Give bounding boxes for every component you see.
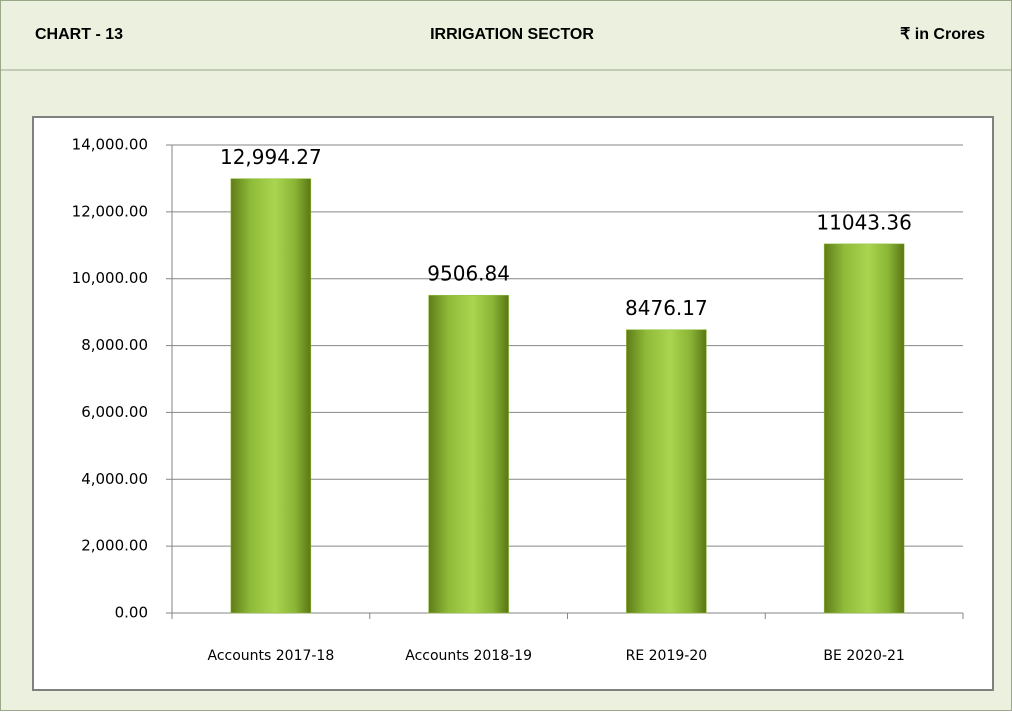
bar [230, 178, 312, 614]
x-tick-label: Accounts 2018-19 [405, 648, 532, 664]
x-tick-label: BE 2020-21 [823, 648, 904, 664]
bar [626, 329, 707, 614]
y-tick-label: 12,000.00 [72, 202, 148, 220]
chart-number: CHART - 13 [35, 26, 123, 43]
y-tick-label: 6,000.00 [81, 403, 148, 421]
value-label: 9506.84 [427, 262, 510, 286]
unit-label: ₹ in Crores [900, 26, 985, 43]
bar [428, 294, 509, 614]
chart-title: IRRIGATION SECTOR [430, 26, 594, 43]
x-tick-label: Accounts 2017-18 [207, 648, 334, 664]
y-tick-label: 0.00 [115, 604, 148, 622]
y-tick-label: 10,000.00 [72, 269, 148, 287]
y-tick-label: 2,000.00 [81, 537, 148, 555]
y-tick-label: 8,000.00 [81, 336, 148, 354]
value-label: 8476.17 [625, 296, 708, 320]
y-tick-label: 4,000.00 [81, 470, 148, 488]
value-label: 11043.36 [816, 210, 911, 234]
bar [823, 243, 905, 614]
value-label: 12,994.27 [220, 145, 322, 169]
x-tick-label: RE 2019-20 [626, 648, 708, 664]
y-tick-label: 14,000.00 [72, 136, 148, 154]
